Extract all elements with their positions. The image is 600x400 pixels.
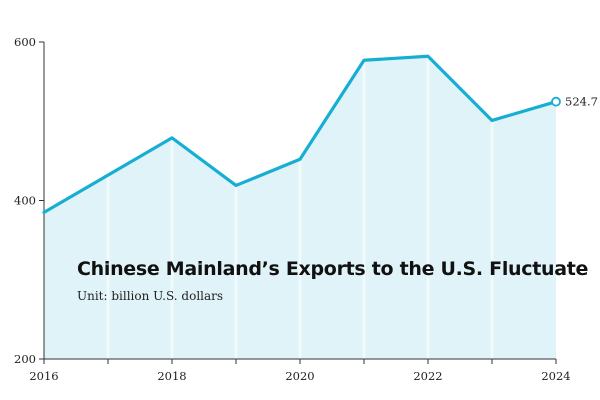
area-band xyxy=(428,56,492,359)
area-highlight-strip xyxy=(362,60,366,359)
area-band xyxy=(44,175,108,359)
area-highlight-strip xyxy=(490,120,494,360)
end-value-label: 524.7 xyxy=(565,95,598,109)
title-block: Chinese Mainland’s Exports to the U.S. F… xyxy=(77,258,589,303)
area-band xyxy=(236,159,300,359)
chart-subtitle: Unit: billion U.S. dollars xyxy=(77,289,224,303)
axes xyxy=(39,41,557,364)
area-band xyxy=(364,56,428,359)
area-band xyxy=(172,137,236,359)
area-highlight-strip xyxy=(234,185,238,359)
area-highlight-strip xyxy=(170,137,174,359)
x-tick-label: 2020 xyxy=(285,369,314,383)
x-tick-label: 2016 xyxy=(29,369,58,383)
x-tick-label: 2024 xyxy=(541,369,570,383)
x-tick-label: 2022 xyxy=(413,369,442,383)
exports-series-line xyxy=(42,54,558,214)
x-tick-label: 2018 xyxy=(157,369,186,383)
end-point-marker xyxy=(551,96,561,107)
area-highlight-strip xyxy=(426,56,430,359)
y-tick-label: 400 xyxy=(14,194,36,208)
chart-title: Chinese Mainland’s Exports to the U.S. F… xyxy=(77,258,589,280)
area-bands xyxy=(44,56,556,360)
area-highlight-strip xyxy=(106,175,110,359)
area-band xyxy=(492,101,556,360)
area-band xyxy=(108,137,172,359)
area-highlight-strip xyxy=(298,159,302,359)
tick-labels: 600 400 200 2016 2018 2020 2022 2024 524.7 xyxy=(14,35,598,383)
y-tick-label: 200 xyxy=(14,352,36,366)
y-tick-label: 600 xyxy=(14,35,36,49)
series-layer xyxy=(42,54,561,214)
area-band xyxy=(300,60,364,359)
